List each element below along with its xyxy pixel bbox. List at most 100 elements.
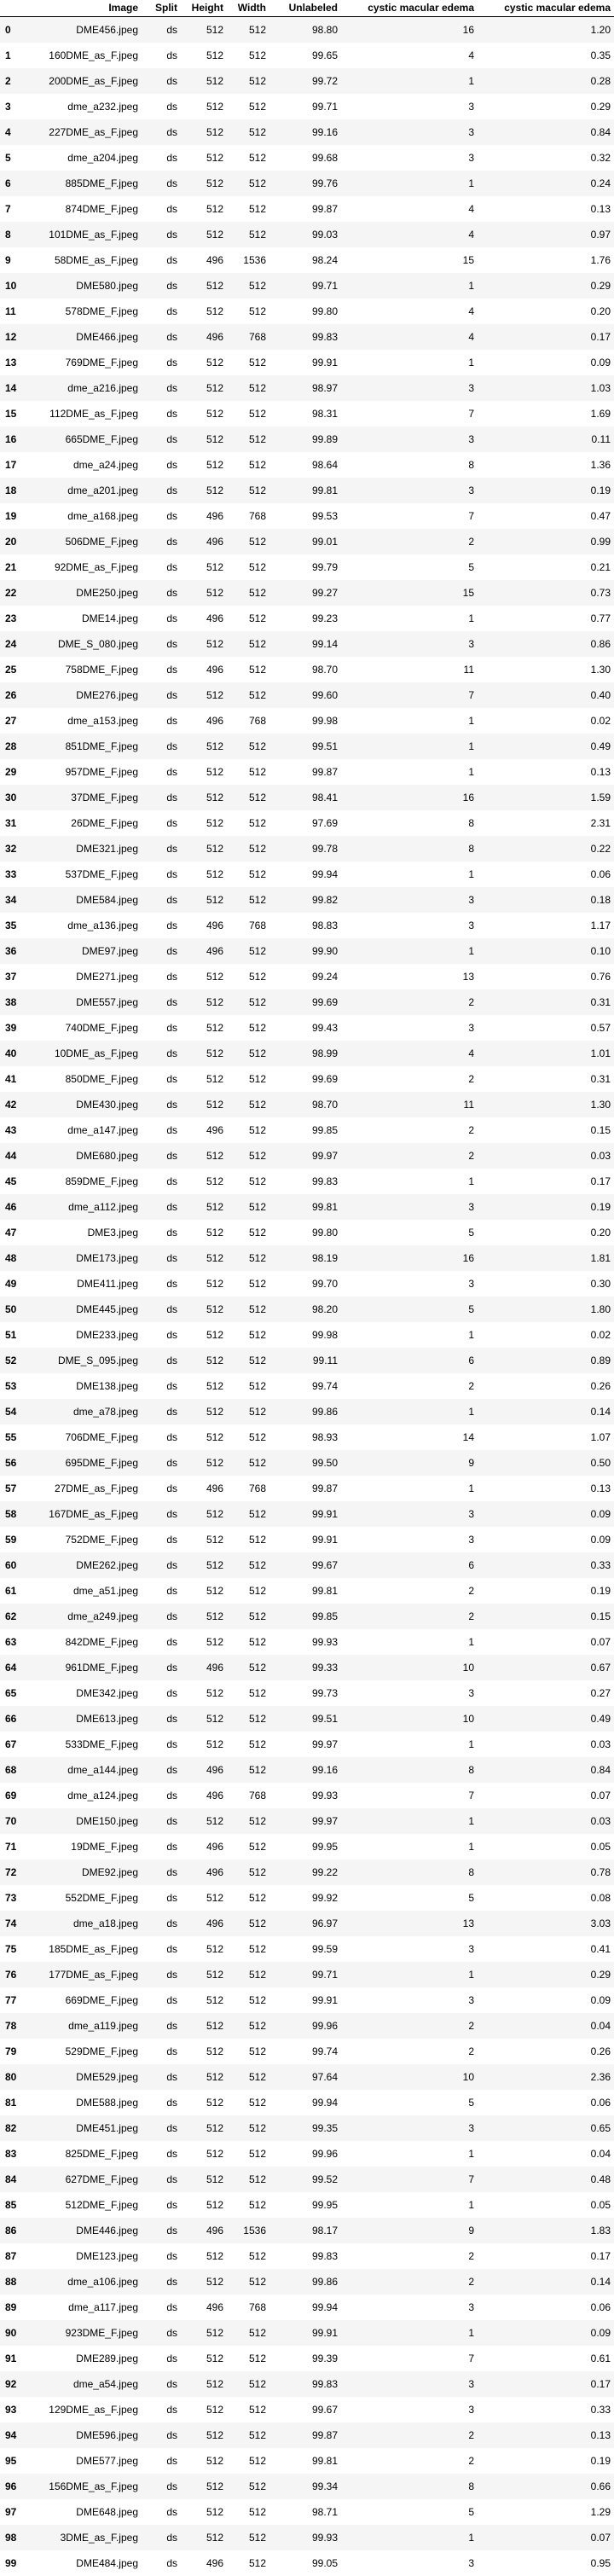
cme-percent-cell: 1.83 [478, 2218, 614, 2243]
width-cell: 512 [227, 1808, 269, 1834]
cme-count-cell: 1 [341, 1322, 478, 1348]
unlabeled-cell: 99.39 [269, 2346, 341, 2371]
cme-count-cell: 3 [341, 478, 478, 503]
cme-percent-cell: 0.61 [478, 2346, 614, 2371]
width-cell: 768 [227, 1783, 269, 1808]
width-cell: 512 [227, 1706, 269, 1732]
image-cell: dme_a216.jpeg [22, 375, 142, 401]
height-cell: 512 [181, 862, 227, 887]
row-index: 19 [0, 503, 22, 529]
split-cell: ds [142, 1117, 181, 1143]
row-index: 58 [0, 1501, 22, 1527]
row-index: 49 [0, 1271, 22, 1297]
height-cell: 512 [181, 2115, 227, 2141]
unlabeled-cell: 99.97 [269, 1143, 341, 1169]
width-cell: 512 [227, 2499, 269, 2525]
unlabeled-cell: 98.93 [269, 1424, 341, 1450]
image-cell: 842DME_F.jpeg [22, 1629, 142, 1655]
cme-percent-cell: 0.15 [478, 1604, 614, 1629]
cme-percent-cell: 1.29 [478, 2499, 614, 2525]
height-cell: 512 [181, 2320, 227, 2346]
split-cell: ds [142, 759, 181, 785]
row-index: 99 [0, 2550, 22, 2576]
cme-count-cell: 9 [341, 1450, 478, 1476]
row-index: 4 [0, 119, 22, 145]
split-cell: ds [142, 350, 181, 375]
unlabeled-cell: 98.83 [269, 913, 341, 938]
unlabeled-cell: 99.86 [269, 2269, 341, 2295]
unlabeled-cell: 99.91 [269, 1987, 341, 2013]
row-index: 76 [0, 1962, 22, 1987]
split-cell: ds [142, 1527, 181, 1552]
width-cell: 512 [227, 1936, 269, 1962]
cme-count-cell: 16 [341, 1245, 478, 1271]
height-cell: 512 [181, 2525, 227, 2550]
image-cell: 101DME_as_F.jpeg [22, 222, 142, 247]
row-index: 57 [0, 1476, 22, 1501]
unlabeled-cell: 99.95 [269, 2192, 341, 2218]
unlabeled-cell: 99.03 [269, 222, 341, 247]
split-cell: ds [142, 2474, 181, 2499]
split-cell: ds [142, 2013, 181, 2039]
cme-percent-cell: 0.07 [478, 1783, 614, 1808]
unlabeled-cell: 98.71 [269, 2499, 341, 2525]
cme-count-cell: 3 [341, 887, 478, 913]
row-index: 8 [0, 222, 22, 247]
cme-percent-cell: 0.78 [478, 1859, 614, 1885]
width-cell: 512 [227, 1041, 269, 1066]
cme-count-cell: 5 [341, 2499, 478, 2525]
width-cell: 512 [227, 145, 269, 171]
image-cell: dme_a136.jpeg [22, 913, 142, 938]
split-cell: ds [142, 452, 181, 478]
cme-count-cell: 13 [341, 1911, 478, 1936]
cme-count-cell: 1 [341, 938, 478, 964]
image-cell: 752DME_F.jpeg [22, 1527, 142, 1552]
row-index: 94 [0, 2422, 22, 2448]
split-cell: ds [142, 222, 181, 247]
header-row: Image Split Height Width Unlabeled cysti… [0, 0, 614, 17]
image-cell: 167DME_as_F.jpeg [22, 1501, 142, 1527]
cme-count-cell: 8 [341, 836, 478, 862]
split-cell: ds [142, 657, 181, 682]
split-cell: ds [142, 68, 181, 94]
unlabeled-cell: 99.79 [269, 554, 341, 580]
cme-count-cell: 1 [341, 2320, 478, 2346]
width-cell: 512 [227, 836, 269, 862]
image-cell: 769DME_F.jpeg [22, 350, 142, 375]
row-index: 96 [0, 2474, 22, 2499]
split-cell: ds [142, 2448, 181, 2474]
height-cell: 512 [181, 171, 227, 196]
width-cell: 512 [227, 580, 269, 606]
cme-percent-cell: 0.26 [478, 2039, 614, 2064]
cme-count-cell: 4 [341, 1041, 478, 1066]
unlabeled-cell: 99.69 [269, 989, 341, 1015]
cme-count-cell: 7 [341, 682, 478, 708]
row-index: 16 [0, 426, 22, 452]
split-cell: ds [142, 2141, 181, 2167]
height-cell: 512 [181, 1373, 227, 1399]
width-cell: 512 [227, 1501, 269, 1527]
cme-count-cell: 2 [341, 989, 478, 1015]
cme-percent-cell: 0.03 [478, 1732, 614, 1757]
height-cell: 512 [181, 426, 227, 452]
image-cell: DME484.jpeg [22, 2550, 142, 2576]
row-index: 13 [0, 350, 22, 375]
unlabeled-cell: 99.53 [269, 503, 341, 529]
width-cell: 512 [227, 1552, 269, 1578]
split-cell: ds [142, 196, 181, 222]
unlabeled-cell: 99.74 [269, 1373, 341, 1399]
split-cell: ds [142, 119, 181, 145]
height-cell: 512 [181, 1552, 227, 1578]
